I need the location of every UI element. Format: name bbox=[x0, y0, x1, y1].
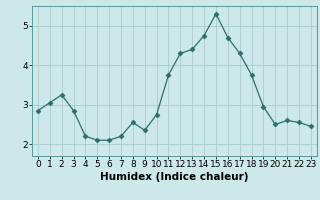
X-axis label: Humidex (Indice chaleur): Humidex (Indice chaleur) bbox=[100, 172, 249, 182]
